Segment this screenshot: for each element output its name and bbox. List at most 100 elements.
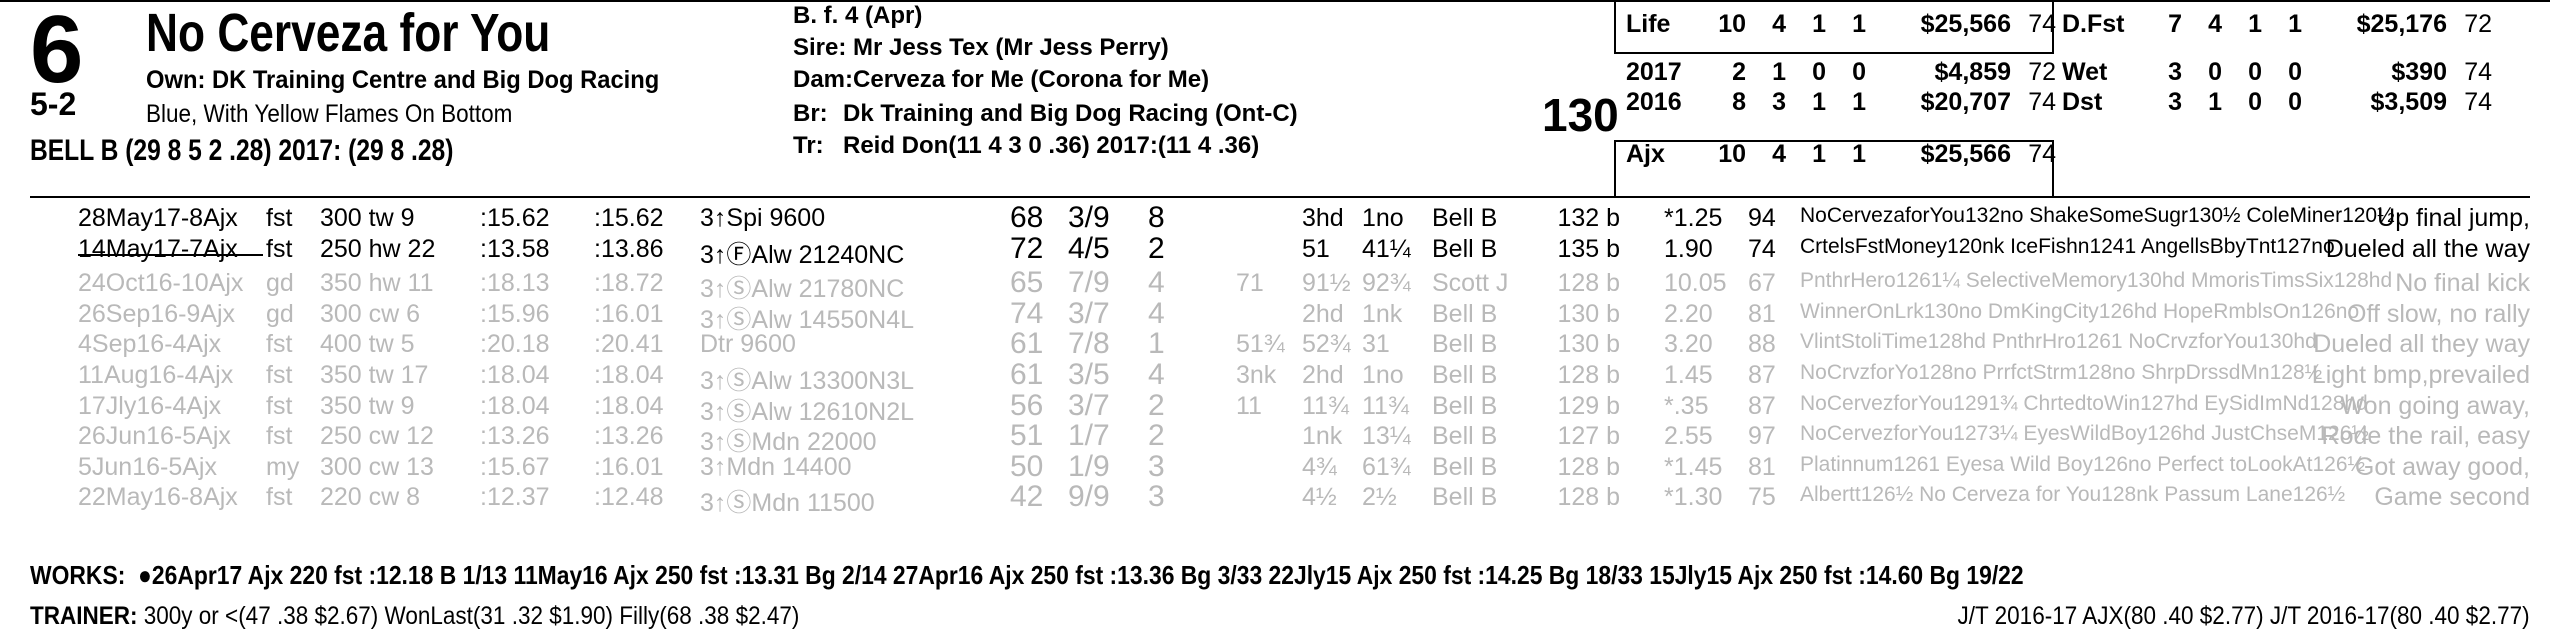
start-position: 2 bbox=[1148, 231, 1165, 265]
call-2: 1nk bbox=[1302, 422, 1343, 451]
stat-s: 1 bbox=[1852, 140, 1866, 168]
race-row: 26Jun16-5Ajx fst 250 cw 12:13.26:13.26 3↑ⓈM… bbox=[0, 419, 2550, 456]
stat-label: Wet bbox=[2062, 58, 2108, 86]
call-2: 51 bbox=[1302, 234, 1330, 263]
start-position: 4 bbox=[1148, 266, 1165, 300]
post-position: 7/8 bbox=[1068, 327, 1110, 361]
stat-fig: 74 bbox=[2028, 140, 2056, 168]
figure: 67 bbox=[1748, 269, 1776, 298]
distance: 250 hw 22 bbox=[320, 234, 436, 263]
trainer-text: 300y or <(47 .38 $2.67) WonLast(31 .32 $… bbox=[143, 602, 800, 630]
call-2: 2hd bbox=[1302, 361, 1344, 389]
stat-earn: $20,707 bbox=[1920, 88, 2011, 116]
stat-w: 1 bbox=[2208, 88, 2222, 116]
final-time: :18.04 bbox=[594, 361, 664, 389]
call-2: 4¾ bbox=[1302, 452, 1337, 481]
works-label: WORKS: bbox=[30, 560, 126, 590]
fraction-time: :13.58 bbox=[480, 234, 550, 263]
post-position: 3/5 bbox=[1068, 358, 1110, 391]
works-text: ●26Apr17 Ajx 220 fst :12.18 B 1/13 11May… bbox=[138, 560, 2024, 590]
race-row: 26Sep16-9Ajx gd 300 cw 6:15.96:16.01 3↑ⓈAlw… bbox=[0, 296, 2550, 334]
call-2: 3hd bbox=[1302, 204, 1344, 232]
carried-weight: 127 b bbox=[1557, 422, 1620, 451]
final-time: :16.01 bbox=[594, 299, 664, 328]
call-1: 51¾ bbox=[1236, 330, 1285, 359]
post-position: 3/7 bbox=[1068, 388, 1110, 422]
stat-earn: $25,176 bbox=[2356, 10, 2447, 38]
figure: 88 bbox=[1748, 330, 1776, 359]
race-row: 17Jly16-4Ajx fst 350 tw 9:18.04:18.04 3↑ⓈAl… bbox=[0, 388, 2550, 426]
stat-starts: 7 bbox=[2168, 10, 2182, 38]
comment-note: Off slow, no rally bbox=[2347, 299, 2530, 328]
start-position: 4 bbox=[1148, 296, 1165, 330]
trouble-line: CrtelsFstMoney120nk IceFishn1241 Angells… bbox=[1800, 234, 2335, 258]
figure: 87 bbox=[1748, 391, 1776, 420]
date-underline bbox=[78, 254, 263, 256]
stat-label: Life bbox=[1626, 10, 1671, 38]
post-position: 3/7 bbox=[1068, 296, 1110, 330]
figure: 74 bbox=[1748, 234, 1776, 263]
post-position: 7/9 bbox=[1068, 266, 1110, 300]
trainer-stats: TRAINER: 300y or <(47 .38 $2.67) WonLast… bbox=[30, 602, 885, 631]
distance: 300 cw 13 bbox=[320, 452, 434, 481]
separator-rule bbox=[30, 196, 2530, 198]
stat-w: 3 bbox=[1772, 88, 1786, 116]
race-class: 3↑ⓈMdn 22000 bbox=[700, 428, 877, 457]
odds: *.35 bbox=[1664, 391, 1709, 420]
post-position: 9/9 bbox=[1068, 480, 1110, 514]
stat-starts: 3 bbox=[2168, 88, 2182, 116]
fraction-time: :15.62 bbox=[480, 204, 550, 232]
race-class: 3↑ⓈAlw 12610N2L bbox=[700, 397, 915, 426]
call-2: 91½ bbox=[1302, 269, 1351, 298]
fraction-time: :18.04 bbox=[480, 391, 550, 420]
odds: 3.20 bbox=[1664, 330, 1713, 359]
odds: *1.25 bbox=[1664, 204, 1723, 232]
figure: 75 bbox=[1748, 483, 1776, 512]
odds: *1.30 bbox=[1664, 483, 1723, 512]
race-date: 26Jun16-5Ajx bbox=[78, 422, 231, 451]
jockey: Bell B bbox=[1432, 452, 1498, 481]
jockey: Bell B bbox=[1432, 299, 1498, 328]
comment-note: Dueled all the way bbox=[2325, 234, 2530, 263]
stat-w: 4 bbox=[1772, 10, 1786, 38]
distance: 350 tw 17 bbox=[320, 361, 429, 389]
jockey: Bell B bbox=[1432, 204, 1498, 232]
stat-starts: 3 bbox=[2168, 58, 2182, 86]
odds: 2.55 bbox=[1664, 422, 1713, 451]
assigned-weight: 130 bbox=[1542, 89, 1619, 141]
track-condition: fst bbox=[266, 234, 293, 263]
stat-fig: 74 bbox=[2028, 10, 2056, 38]
fraction-time: :18.04 bbox=[480, 361, 550, 389]
fraction-time: :12.37 bbox=[480, 483, 550, 512]
trouble-line: Platinnum1261 Eyesa Wild Boy126no Perfec… bbox=[1800, 452, 2366, 476]
race-date: 22May16-8Ajx bbox=[78, 483, 238, 512]
carried-weight: 128 b bbox=[1557, 483, 1620, 512]
jockey: Bell B bbox=[1432, 483, 1498, 512]
figure: 81 bbox=[1748, 299, 1776, 328]
final-time: :18.72 bbox=[594, 269, 664, 298]
stat-p: 1 bbox=[2248, 10, 2262, 38]
call-2: 4½ bbox=[1302, 483, 1337, 512]
dam-line: Dam:Cerveza for Me (Corona for Me) bbox=[793, 66, 1210, 93]
top-rule bbox=[0, 0, 2550, 2]
distance: 300 tw 9 bbox=[320, 204, 415, 232]
stat-label: D.Fst bbox=[2062, 10, 2125, 38]
stat-w: 0 bbox=[2208, 58, 2222, 86]
owner: Own: DK Training Centre and Big Dog Raci… bbox=[146, 66, 660, 94]
post-position: 1/7 bbox=[1068, 419, 1110, 453]
stat-p: 1 bbox=[1812, 140, 1826, 168]
fraction-time: :15.67 bbox=[480, 452, 550, 481]
race-date: 26Sep16-9Ajx bbox=[78, 299, 236, 328]
call-2: 2hd bbox=[1302, 299, 1344, 328]
finish: 92¾ bbox=[1362, 269, 1411, 298]
jockey: Bell B bbox=[1432, 361, 1498, 389]
figure: 87 bbox=[1748, 361, 1776, 389]
call-1: 3nk bbox=[1236, 361, 1277, 389]
stat-earn: $25,566 bbox=[1920, 10, 2011, 38]
race-date: 5Jun16-5Ajx bbox=[78, 452, 217, 481]
track-condition: fst bbox=[266, 422, 293, 451]
jockey-line: BELL B (29 8 5 2 .28) 2017: (29 8 .28) bbox=[30, 134, 454, 167]
odds: *1.45 bbox=[1664, 452, 1723, 481]
stat-w: 4 bbox=[1772, 140, 1786, 168]
figure: 81 bbox=[1748, 452, 1776, 481]
